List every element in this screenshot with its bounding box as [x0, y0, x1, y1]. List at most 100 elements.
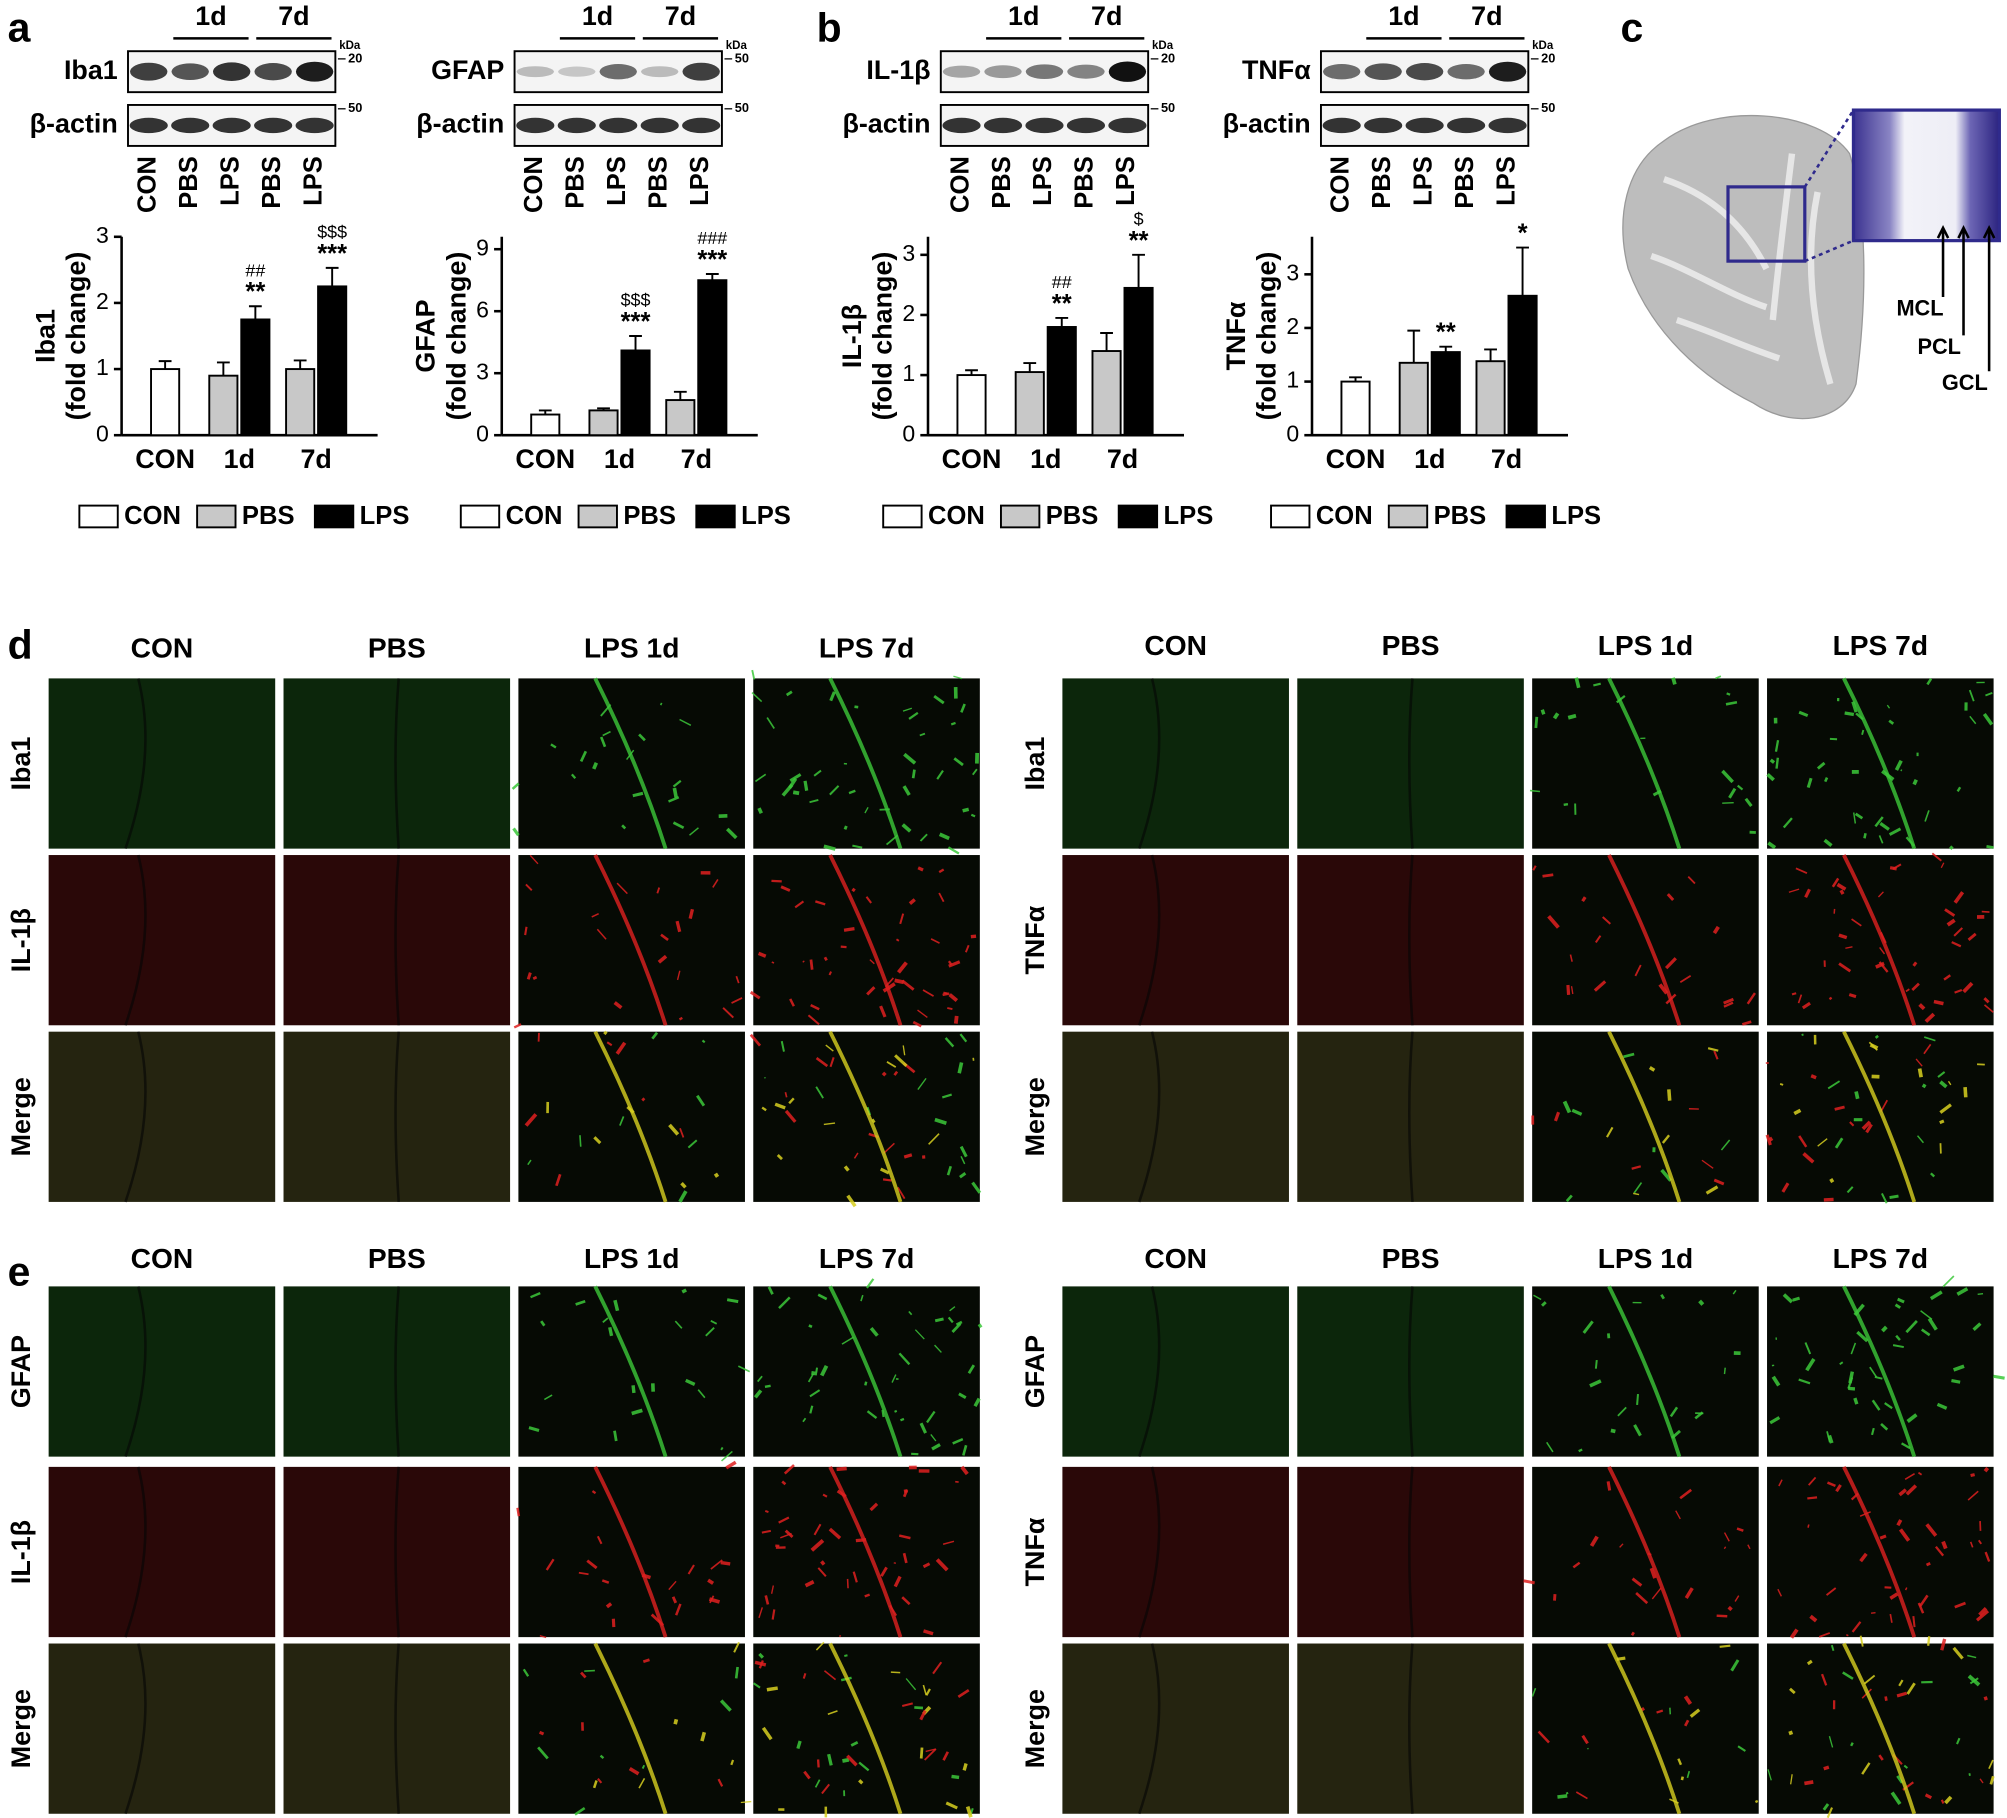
signal: [1953, 891, 1965, 904]
signal: [591, 912, 599, 918]
signal: [962, 807, 970, 813]
signal: [1874, 1375, 1883, 1380]
signal: [1944, 1795, 1953, 1805]
micrograph: [1767, 1031, 1994, 1202]
signal: [719, 1699, 732, 1712]
signal: [971, 1181, 982, 1194]
signal: [820, 1560, 826, 1566]
signal: [882, 1178, 892, 1182]
signal: [1810, 1074, 1817, 1080]
y-tick-label: 1: [1286, 367, 1299, 393]
blot-band: [557, 117, 596, 134]
signal: [1918, 1003, 1926, 1011]
signal: [1589, 1535, 1599, 1547]
row-label: Iba1: [1020, 737, 1050, 791]
signal: [813, 769, 822, 777]
blot-band: [171, 117, 210, 134]
signal: [1877, 891, 1884, 898]
signal: [1675, 1510, 1681, 1520]
bar: [1046, 326, 1077, 437]
signal: [730, 1759, 735, 1766]
signal: [869, 1327, 879, 1337]
signal: [1983, 1696, 1988, 1701]
signal: [754, 773, 767, 783]
signal: [1925, 1562, 1931, 1567]
signal: [1870, 1427, 1875, 1436]
signal: [1546, 1441, 1554, 1453]
x-tick-label: 7d: [1491, 444, 1522, 474]
blot-band: [1488, 61, 1527, 82]
vessel-signal: [1842, 1030, 1917, 1203]
vessel: [1407, 1643, 1414, 1814]
signal: [815, 1641, 825, 1651]
signal: [1801, 1033, 1804, 1037]
vessel: [1137, 678, 1161, 850]
x-tick-label: 1d: [1030, 444, 1061, 474]
blot-target: Iba1: [64, 55, 118, 85]
signal: [1967, 932, 1977, 941]
signal: [1684, 1719, 1690, 1727]
signal: [721, 1450, 733, 1462]
vessel-signal: [1607, 1466, 1682, 1638]
signal: [1879, 947, 1886, 955]
signal: [1679, 1488, 1693, 1500]
signal: [659, 702, 663, 706]
signal: [1677, 1758, 1683, 1766]
signal: [700, 1731, 707, 1742]
vessel: [1137, 1643, 1161, 1815]
vessel-signal: [828, 1466, 903, 1638]
signal: [1687, 876, 1696, 885]
signal: [522, 1668, 530, 1677]
panel-label: c: [1620, 5, 1643, 51]
row-label: Iba1: [6, 737, 36, 791]
x-tick-label: CON: [515, 444, 575, 474]
signal: [1778, 1479, 1783, 1487]
signal: [829, 1057, 835, 1068]
signal: [615, 1041, 627, 1055]
signal: [829, 691, 836, 702]
row-label: Merge: [1020, 1077, 1050, 1156]
signal: [1698, 1299, 1705, 1306]
signal: [869, 959, 875, 965]
signal: [1768, 1136, 1774, 1142]
signal: [1634, 964, 1642, 977]
signal: [950, 721, 956, 726]
signal: [642, 1658, 650, 1664]
signal: [1967, 1490, 1979, 1501]
signal: [1935, 1545, 1945, 1557]
signal: [1878, 1754, 1884, 1761]
signal: [1896, 1519, 1903, 1527]
signal: [880, 1566, 888, 1577]
signal: [1728, 787, 1737, 799]
signal: [726, 1298, 739, 1304]
signal: [783, 1464, 795, 1475]
signal: [1827, 1080, 1841, 1090]
signal: [784, 1091, 788, 1098]
signal: [599, 736, 607, 748]
signal: [529, 854, 539, 865]
signal: [1640, 1707, 1646, 1712]
vessel-signal: [1842, 677, 1917, 850]
signal: [1898, 1679, 1904, 1687]
kda-unit: kDa: [726, 40, 748, 52]
signal: [967, 1364, 976, 1374]
signal: [1943, 974, 1951, 981]
bar: [530, 413, 561, 437]
significance: **: [1436, 319, 1456, 347]
signal: [1582, 1320, 1594, 1334]
signal: [1594, 935, 1602, 944]
micrograph: [518, 1466, 745, 1638]
signal: [1565, 1791, 1569, 1795]
signal: [1861, 1762, 1871, 1775]
signal: [914, 1329, 925, 1340]
legend-label: PBS: [242, 502, 295, 530]
signal: [938, 892, 945, 903]
signal: [1924, 1793, 1933, 1800]
signal: [1701, 1159, 1714, 1169]
vessel: [1137, 854, 1161, 1026]
legend-label: LPS: [360, 502, 410, 530]
significance: ##: [1052, 272, 1072, 292]
signal: [1593, 682, 1601, 687]
x-tick-label: CON: [942, 444, 1002, 474]
signal: [606, 1041, 613, 1047]
